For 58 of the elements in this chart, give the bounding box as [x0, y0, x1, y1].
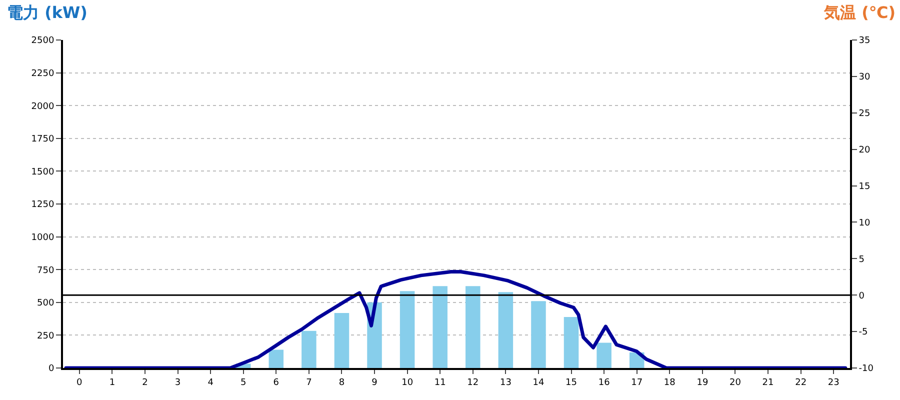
x-tick-label: 6	[273, 378, 280, 388]
x-tick-label: 5	[240, 378, 246, 388]
bar	[334, 313, 350, 368]
x-tick-label: 3	[174, 378, 181, 388]
y-tick-label: 0	[48, 364, 54, 374]
bar	[432, 286, 448, 368]
x-tick-label: 20	[730, 378, 742, 388]
x-tick-label: 8	[338, 378, 345, 388]
y-tick-label: 250	[37, 331, 54, 342]
x-tick-label: 11	[434, 378, 446, 388]
x-tick-label: 15	[566, 378, 577, 388]
x-tick-label: 17	[631, 378, 643, 388]
bar	[302, 330, 316, 368]
y2-tick-label: 25	[858, 109, 870, 120]
y2-tick-label: 20	[858, 145, 871, 156]
y2-axis-title: 気温 (℃)	[823, 3, 896, 22]
line-series	[64, 270, 848, 368]
y2-tick-label: 0	[858, 291, 865, 302]
x-tick-label: 9	[372, 378, 378, 388]
x-tick-label: 12	[467, 378, 479, 388]
x-tick-label: 16	[598, 378, 610, 388]
y-tick-label: 1000	[31, 232, 54, 243]
bar	[466, 286, 480, 368]
x-tick-label: 18	[664, 378, 676, 388]
y2-tick-label: 35	[858, 36, 870, 46]
y2-tick-label: 5	[858, 254, 865, 265]
x-tick-label: 21	[762, 378, 774, 388]
x-tick-label: 1	[109, 378, 116, 388]
bar	[596, 342, 612, 368]
x-tick-label: 19	[696, 378, 708, 388]
x-tick-label: 10	[402, 378, 414, 388]
x-tick-label: 2	[142, 378, 148, 388]
y2-tick-label: -5	[858, 328, 868, 338]
y-axis-title: 電力 (kW)	[7, 3, 88, 22]
x-tick-label: 13	[500, 378, 512, 388]
y-tick-label: 500	[37, 298, 54, 309]
bar	[400, 291, 415, 368]
x-tick-label: 14	[532, 378, 544, 388]
x-tick-label: 22	[795, 378, 807, 388]
y-tick-label: 1250	[31, 200, 54, 210]
y-tick-label: 1750	[31, 134, 54, 145]
y-tick-label: 2500	[31, 36, 54, 46]
y2-tick-label: 10	[858, 218, 871, 228]
bar	[564, 316, 579, 368]
y-tick-label: 2000	[31, 102, 54, 112]
x-tick-label: 4	[208, 378, 214, 388]
y-tick-label: 750	[37, 266, 54, 276]
bar	[268, 350, 284, 368]
y2-tick-label: 30	[858, 72, 871, 83]
x-tick-label: 7	[306, 378, 312, 388]
bar	[531, 301, 546, 368]
x-tick-label: 23	[828, 378, 840, 388]
x-tick-label: 0	[76, 378, 83, 388]
y-tick-label: 2250	[31, 68, 54, 79]
bar	[498, 292, 514, 368]
y2-tick-label: -10	[858, 364, 874, 374]
y-tick-label: 1500	[31, 167, 54, 178]
y2-tick-label: 15	[858, 182, 870, 192]
